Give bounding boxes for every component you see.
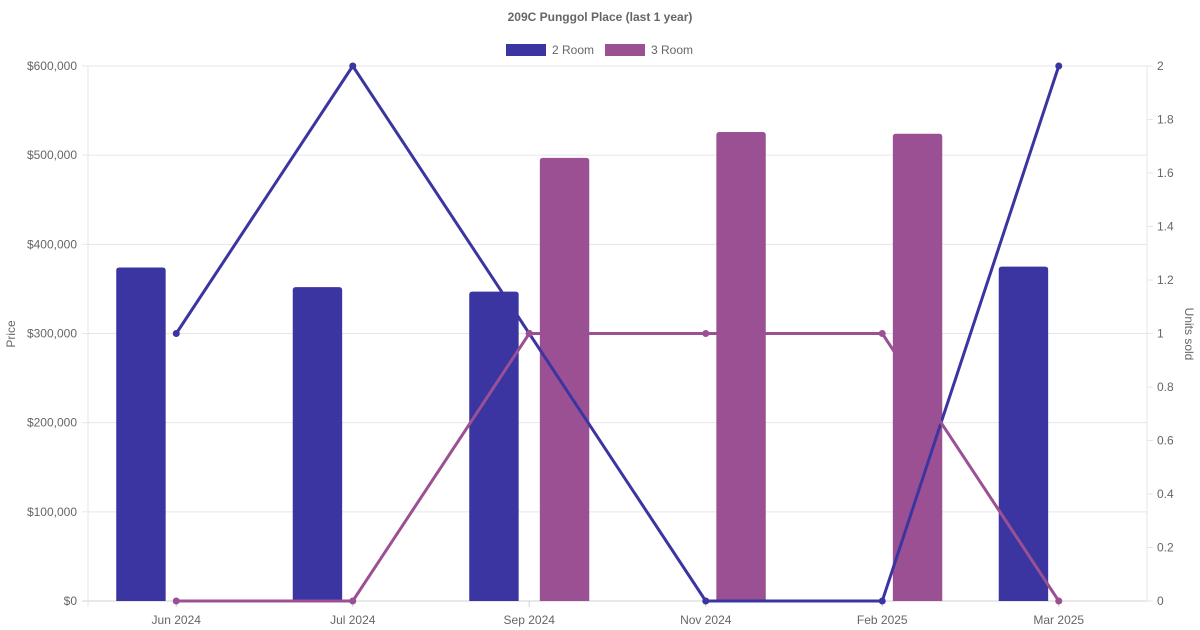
point-2-room: [702, 597, 710, 605]
x-tick-label: Jul 2024: [330, 613, 376, 627]
y-right-tick-label: 1.6: [1157, 166, 1174, 180]
bar-2-room: [469, 291, 519, 601]
y-axis-left: $0 $100,000 $200,000 $300,000 $400,000 $500,0…: [27, 59, 77, 608]
y-right-tick-label: 0.4: [1157, 487, 1174, 501]
y-right-tick-label: 1.4: [1157, 220, 1174, 234]
legend-label-3-room: 3 Room: [651, 43, 693, 57]
y-right-tick-label: 1.8: [1157, 113, 1174, 127]
y-axis-left-title: Price: [4, 320, 18, 348]
legend-item-2-room[interactable]: 2 Room: [506, 43, 594, 57]
y-left-tick-label: $500,000: [27, 148, 77, 162]
y-right-tick-label: 0.8: [1157, 380, 1174, 394]
y-left-tick-label: $100,000: [27, 505, 77, 519]
y-right-tick-label: 1.2: [1157, 273, 1174, 287]
y-left-tick-label: $200,000: [27, 416, 77, 430]
line-2-room: [174, 64, 1061, 603]
y-right-tick-label: 0.6: [1157, 434, 1174, 448]
point-3-room: [878, 330, 886, 337]
x-tick-label: Mar 2025: [1033, 613, 1084, 627]
x-tick-label: Sep 2024: [504, 613, 556, 627]
legend: 2 Room 3 Room: [506, 43, 693, 57]
x-tick-label: Feb 2025: [857, 613, 908, 627]
point-2-room: [349, 62, 357, 70]
y-left-tick-label: $0: [64, 594, 78, 608]
point-3-room: [702, 330, 710, 337]
legend-swatch-2-room: [506, 44, 546, 56]
y-right-tick-label: 0: [1157, 594, 1164, 608]
point-3-room: [172, 597, 180, 605]
line-3-room: [176, 332, 1061, 603]
bar-3-room: [539, 157, 590, 601]
x-tick-label: Jun 2024: [152, 613, 202, 627]
bar-2-room: [292, 287, 343, 601]
y-right-tick-label: 0.2: [1157, 541, 1174, 555]
line-series: [172, 62, 1063, 605]
x-axis: Jun 2024 Jul 2024 Sep 2024 Nov 2024 Feb 2025…: [152, 601, 1084, 627]
bar-series: [116, 131, 1049, 601]
point-2-room: [172, 330, 180, 337]
x-tick-label: Nov 2024: [680, 613, 732, 627]
point-2-room: [878, 597, 886, 605]
y-axis-right: 0 0.2 0.4 0.6 0.8 1 1.2 1.4 1.6 1.8 2: [1147, 59, 1174, 608]
y-left-tick-label: $400,000: [27, 237, 77, 251]
y-right-tick-label: 1: [1157, 327, 1164, 341]
bar-2-room: [116, 267, 166, 601]
gridlines: [82, 65, 1148, 607]
y-left-tick-label: $300,000: [27, 327, 77, 341]
point-3-room: [525, 330, 533, 337]
y-left-tick-label: $600,000: [27, 59, 77, 73]
bar-3-room: [716, 131, 766, 601]
y-axis-right-title: Units sold: [1182, 308, 1196, 361]
bar-2-room: [998, 266, 1049, 601]
chart-title: 209C Punggol Place (last 1 year): [508, 10, 693, 24]
point-3-room: [1055, 597, 1063, 605]
bar-3-room: [892, 133, 943, 601]
y-right-tick-label: 2: [1157, 59, 1164, 73]
legend-label-2-room: 2 Room: [552, 43, 594, 57]
point-3-room: [349, 597, 357, 605]
point-2-room: [1055, 62, 1063, 70]
legend-swatch-3-room: [605, 44, 645, 56]
legend-item-3-room[interactable]: 3 Room: [605, 43, 693, 57]
